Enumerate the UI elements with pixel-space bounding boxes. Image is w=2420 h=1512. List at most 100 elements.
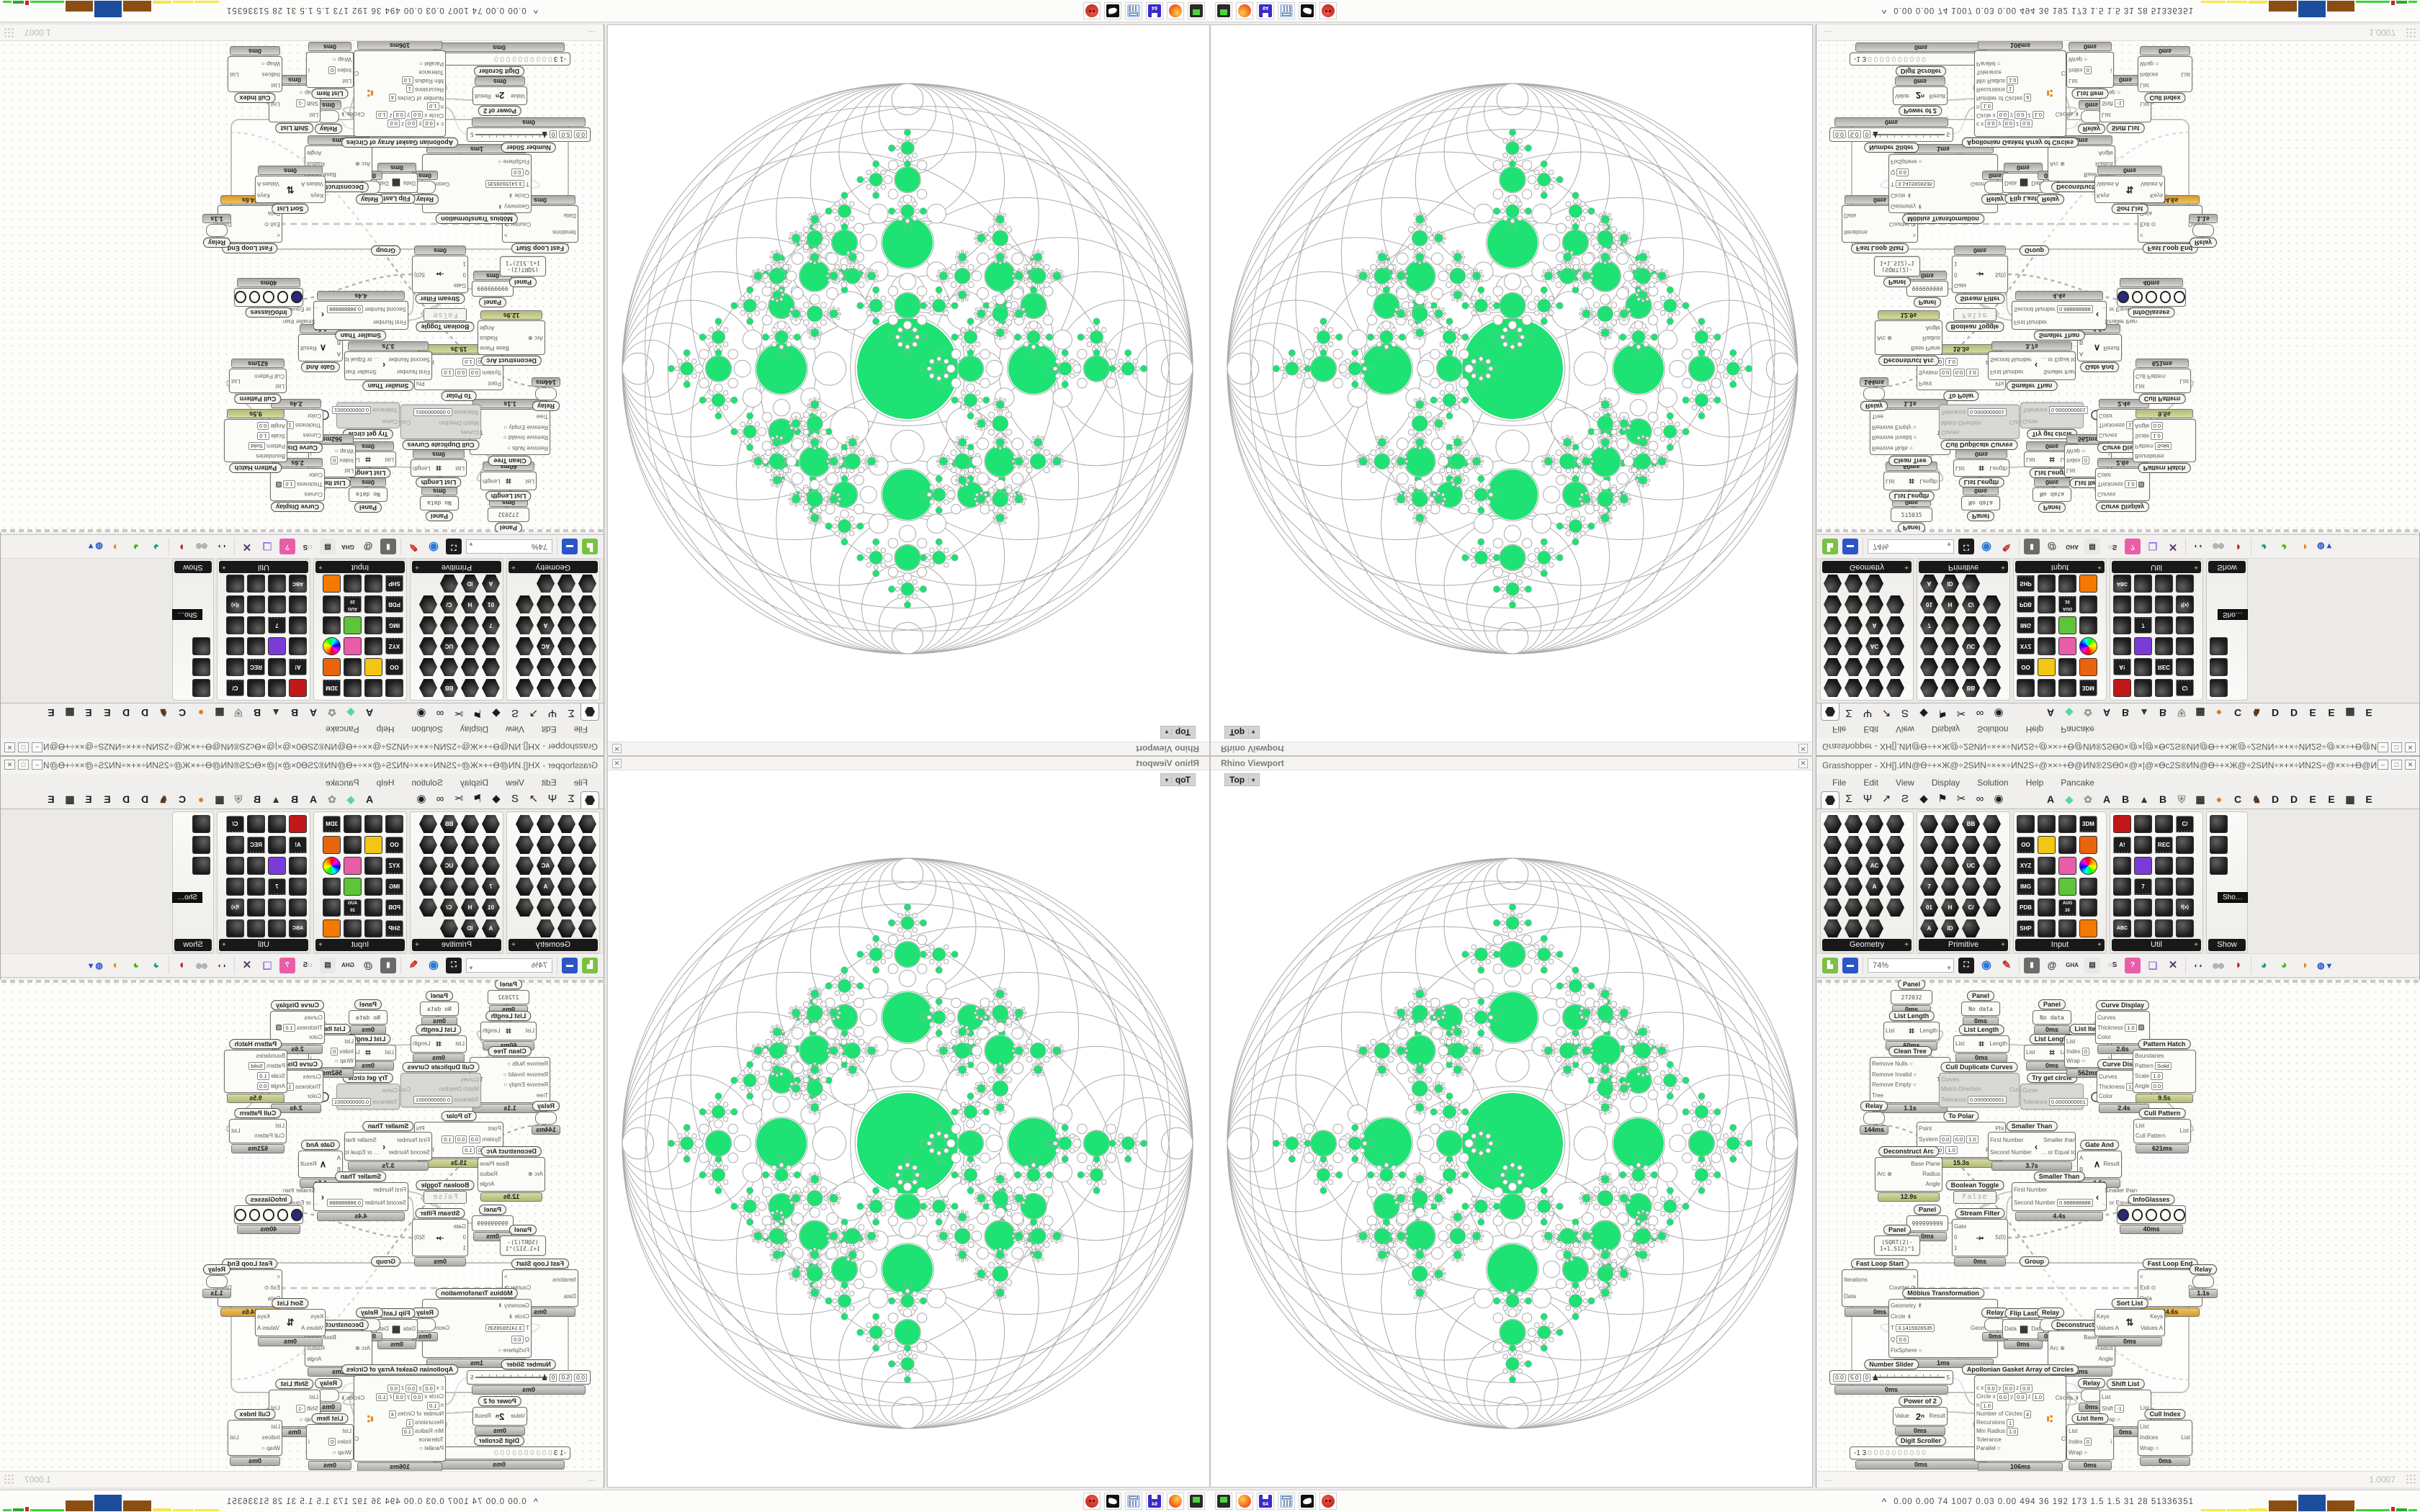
node-sort-list[interactable]: Sort List Keys Values A ⇅ Keys Values A 0ms — [255, 166, 326, 214]
taskbar-app-floppy-64[interactable]: 64 — [1257, 2, 1274, 19]
value-chip[interactable]: 1.0 — [2007, 1427, 2019, 1436]
grasshopper-canvas[interactable]: Group Panel 272032 0ms List Length List ⌗ Lengt… — [0, 980, 603, 1471]
component-icon[interactable] — [343, 814, 362, 834]
component-icon[interactable] — [557, 636, 576, 656]
component-icon[interactable]: AC — [536, 856, 555, 876]
component-icon[interactable]: ABC — [288, 919, 308, 938]
node-cull-duplicate-curves[interactable]: Cull Duplicate Curves Curves Match Directi… — [1939, 1062, 2027, 1107]
component-icon[interactable] — [322, 574, 341, 593]
component-icon[interactable]: 7 — [2133, 616, 2153, 635]
value-chip[interactable]: 0.0 — [393, 1392, 405, 1401]
search-s-icon[interactable]: ◌S — [302, 961, 313, 969]
expand-icon[interactable]: + — [222, 563, 226, 571]
component-icon[interactable] — [2016, 814, 2035, 834]
zoom-level-select[interactable]: 74% ▼ — [1868, 958, 1954, 973]
ribbon-group-label[interactable]: Geometry + — [1822, 561, 1912, 573]
component-icon[interactable] — [267, 657, 287, 677]
value-chip[interactable]: 0 — [331, 1047, 339, 1056]
value-chip[interactable]: 1.0 — [1966, 1135, 1978, 1143]
tab-plugin-9[interactable]: ● — [197, 793, 205, 805]
node-panel-nodata-1[interactable]: Panel No data 0ms — [1961, 486, 2000, 521]
component-icon[interactable] — [557, 595, 576, 614]
component-icon[interactable] — [2037, 574, 2056, 593]
component-icon[interactable] — [557, 898, 576, 917]
component-icon[interactable] — [557, 919, 576, 938]
node-body[interactable]: List⌗Length — [480, 1022, 537, 1040]
component-icon[interactable] — [515, 856, 534, 876]
tab-plugin-2[interactable]: ✿ — [328, 793, 336, 805]
component-icon[interactable] — [2209, 856, 2228, 876]
node-apollonian-gasket-array-of-circles[interactable]: Apollonian Gasket Array of Circles c x 0.… — [1961, 1364, 2079, 1471]
value-chip[interactable]: 0.0000000001 — [332, 406, 372, 415]
component-icon[interactable] — [267, 636, 287, 656]
component-icon[interactable] — [192, 678, 211, 698]
node-panel-272032[interactable]: Panel 272032 0ms — [488, 498, 529, 532]
component-icon[interactable]: 7 — [2133, 877, 2153, 896]
display-eye-icon[interactable]: ◉ — [429, 959, 439, 971]
ribbon-group-label[interactable]: Primitive + — [412, 561, 501, 573]
value-chip[interactable]: 0.0 — [454, 369, 467, 377]
component-icon[interactable] — [2209, 636, 2228, 656]
component-icon[interactable]: AUG 20 — [343, 898, 362, 917]
component-icon[interactable] — [267, 919, 287, 938]
search-s-icon[interactable]: ◌S — [2107, 543, 2118, 551]
node-body[interactable]: First Number Second Number ‹ Smaller than… … — [344, 351, 432, 380]
expand-icon[interactable]: + — [511, 941, 516, 949]
node-relay-fle[interactable]: Relay 1.1s — [2187, 214, 2219, 248]
tab-plugin-15[interactable]: E — [85, 707, 92, 719]
component-icon[interactable] — [481, 678, 501, 698]
menu-item-view[interactable]: View — [506, 724, 524, 735]
component-icon[interactable] — [1844, 919, 1863, 938]
component-icon[interactable] — [1844, 835, 1863, 855]
node-deconstruct-arc-1[interactable]: Deconstruct Arc Arc ⊕ Base Plane Radius Angl… — [478, 1146, 545, 1202]
tab-icon-6[interactable]: ⚑ — [1937, 793, 1948, 805]
component-icon[interactable] — [267, 898, 287, 917]
node-body[interactable]: List Index 0 Wrap ○ i — [2066, 1424, 2114, 1460]
tab-plugin-10[interactable]: C — [2233, 793, 2242, 805]
component-icon[interactable]: IMG — [385, 877, 404, 896]
component-icon[interactable] — [1844, 856, 1863, 876]
component-icon[interactable] — [1865, 835, 1884, 855]
tab-icon-9[interactable]: ◉ — [416, 707, 426, 719]
exit-door-icon[interactable]: ▮ — [380, 958, 396, 973]
component-icon[interactable] — [515, 835, 534, 855]
value-chip[interactable]: 0.0000000001 — [332, 1097, 372, 1106]
node-body[interactable]: Curves Match Direction Tolerance 0.0000000… — [393, 1073, 481, 1107]
tab-icon-5[interactable]: ◆ — [492, 707, 501, 719]
value-chip[interactable]: 1.0 — [462, 358, 475, 366]
tab-params[interactable] — [581, 791, 599, 809]
component-icon[interactable] — [536, 898, 555, 917]
component-icon[interactable] — [288, 636, 308, 656]
component-icon[interactable]: A! — [288, 835, 308, 855]
tab-plugin-13[interactable]: D — [2290, 793, 2298, 805]
component-icon[interactable] — [2133, 856, 2153, 876]
node-cull-index[interactable]: Cull Index List Indices Wrap ○ List 0ms — [2138, 1409, 2192, 1466]
apollonian-body[interactable]: c x 0.0 y 0.0 z 0.0 Circle x 0.0 y 0.0 z … — [341, 1375, 446, 1462]
component-icon[interactable] — [322, 835, 341, 855]
document-at-icon[interactable]: @ — [363, 960, 373, 971]
component-icon[interactable] — [439, 616, 459, 635]
relay-body[interactable] — [206, 224, 228, 237]
tab-icon-9[interactable]: ◉ — [416, 793, 426, 805]
node-body[interactable]: List⌗Length — [1883, 472, 1940, 490]
node-panel-272032[interactable]: Panel 272032 0ms — [1891, 498, 1932, 532]
node-infoglasses[interactable]: InfoGlasses 40ms — [2117, 278, 2186, 318]
component-icon[interactable] — [2058, 814, 2077, 834]
resize-grip-icon[interactable] — [3, 1474, 14, 1485]
infoglasses-icons[interactable] — [2117, 288, 2186, 307]
component-icon[interactable] — [2037, 595, 2056, 614]
component-icon[interactable] — [2037, 678, 2056, 698]
component-icon[interactable] — [2079, 657, 2098, 677]
pin-orange-icon[interactable]: ◑ — [112, 959, 120, 971]
component-icon[interactable] — [1961, 877, 1981, 896]
component-icon[interactable] — [2133, 835, 2153, 855]
node-list-item-b[interactable]: List Item List Index 0 Wrap ○ i 0ms — [306, 42, 354, 99]
tab-plugin-5[interactable]: ▲ — [271, 707, 281, 719]
value-chip[interactable]: 1 — [405, 1418, 413, 1427]
value-chip[interactable]: 1.0 — [2032, 1392, 2044, 1401]
component-icon[interactable] — [460, 616, 480, 635]
component-icon[interactable] — [1844, 636, 1863, 656]
node-panel-nodata-2[interactable]: Panel No data 0ms — [349, 999, 387, 1035]
toggle-body[interactable]: False — [424, 308, 467, 321]
